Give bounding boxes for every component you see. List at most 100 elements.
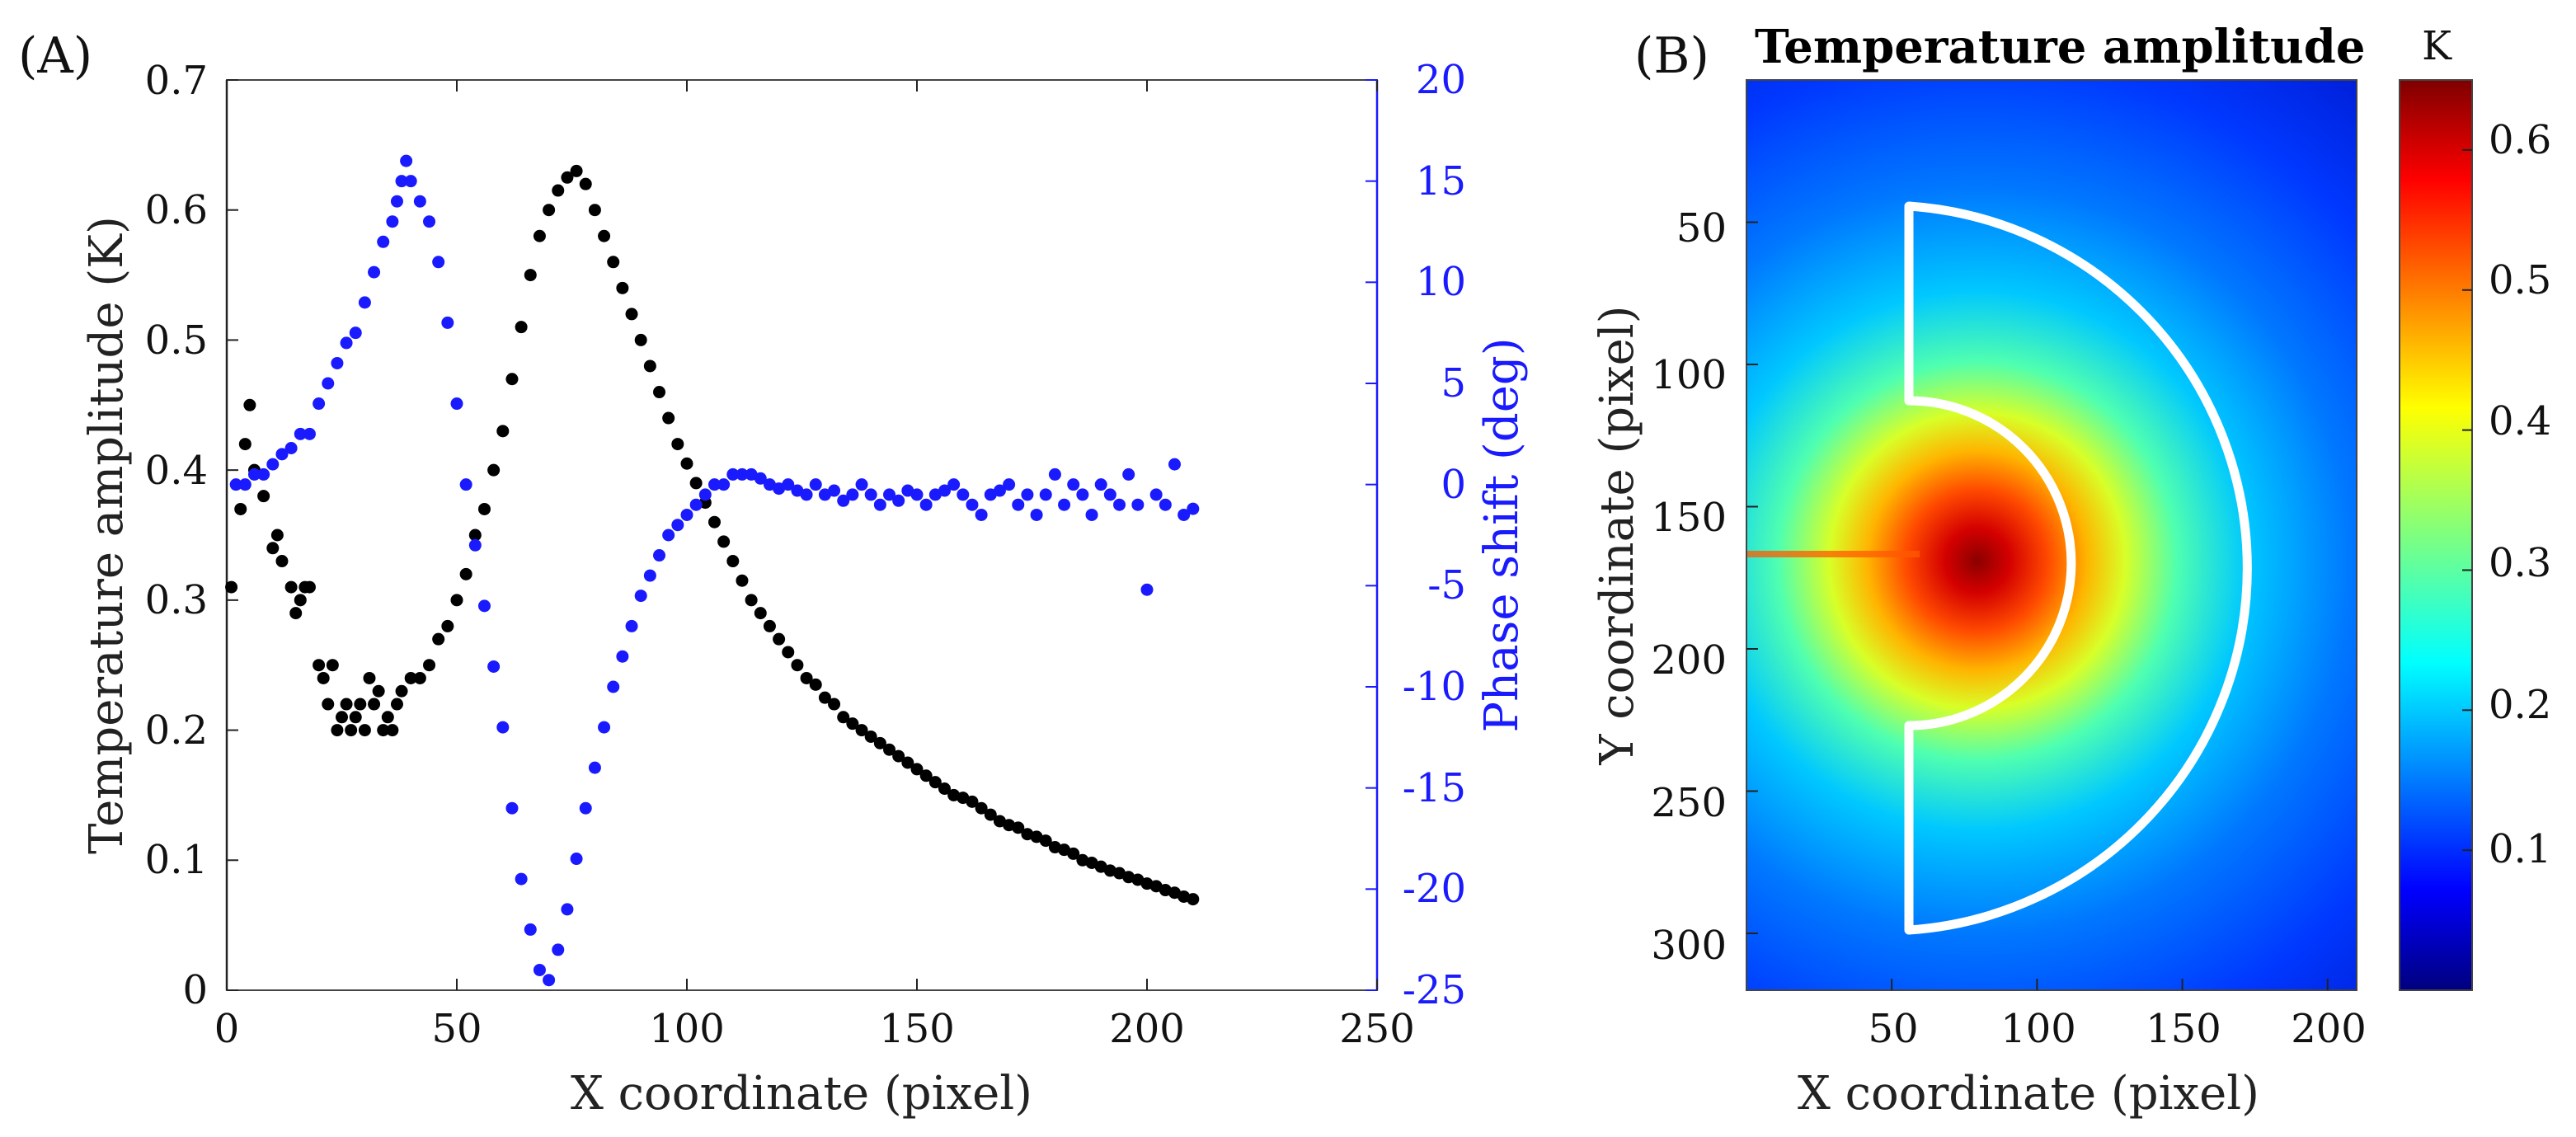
temperature-amplitude-series (225, 164, 1200, 906)
phase-point (846, 488, 859, 501)
temperature-point (966, 795, 979, 808)
temperature-point (533, 229, 546, 242)
temperature-point (643, 359, 656, 373)
phase-point (468, 538, 482, 552)
temperature-point (938, 782, 951, 796)
phase-point (331, 356, 344, 369)
panel-a-label: (A) (18, 27, 92, 85)
phase-point (957, 488, 970, 501)
temperature-point (257, 490, 270, 503)
phase-point (754, 472, 767, 485)
temperature-point (837, 711, 850, 724)
x-tick-label: 0 (214, 1006, 240, 1052)
temperature-point (432, 632, 445, 646)
phase-point (588, 761, 601, 774)
phase-point (1159, 498, 1172, 511)
phase-point (910, 488, 924, 501)
phase-point (1030, 508, 1043, 521)
panel-a-plot-frame (226, 79, 1378, 991)
temperature-point (754, 607, 767, 620)
phase-point (400, 154, 413, 167)
phase-point (947, 478, 961, 491)
x-tick-label: 50 (1868, 1006, 1918, 1052)
temperature-point (873, 736, 886, 749)
phase-point (1113, 498, 1126, 511)
temperature-point (975, 801, 988, 815)
temperature-point (289, 607, 303, 620)
temperature-point (745, 594, 758, 607)
phase-point (487, 660, 501, 673)
temperature-point (266, 542, 280, 555)
panel-a-left-y-axis-label: Temperature amplitude (K) (80, 216, 134, 854)
temperature-point (726, 555, 740, 568)
phase-point (616, 650, 629, 663)
phase-point (782, 478, 795, 491)
heatmap-frame (1746, 79, 2357, 991)
temperature-point (386, 724, 399, 737)
phase-point (680, 508, 693, 521)
phase-point (570, 853, 583, 866)
temperature-point (1187, 893, 1200, 906)
phase-point (993, 484, 1006, 497)
phase-point (1058, 498, 1071, 511)
temperature-point (928, 776, 942, 789)
temperature-point (450, 594, 463, 607)
phase-point (413, 195, 426, 208)
temperature-point (358, 724, 371, 737)
colorbar-tick-label: 0.2 (2489, 682, 2551, 728)
phase-point (653, 549, 666, 562)
temperature-point (1012, 821, 1025, 834)
phase-point (698, 488, 712, 501)
phase-point (1048, 467, 1061, 481)
temperature-point (680, 457, 693, 470)
phase-point (707, 478, 721, 491)
temperature-point (773, 632, 786, 646)
phase-point (477, 599, 491, 613)
temperature-point (322, 698, 335, 711)
temperature-point (1067, 847, 1080, 860)
right-y-tick-labels: -25 -20 -15 -10 -5 0 5 10 15 20 (1403, 57, 1466, 1013)
phase-point (294, 427, 307, 440)
temperature-point (238, 438, 251, 451)
right-y-tick-label: -10 (1403, 664, 1466, 710)
temperature-point (910, 763, 924, 776)
phase-point (1131, 498, 1145, 511)
phase-point (395, 175, 408, 188)
x-tick-label: 250 (1339, 1006, 1415, 1052)
x-tick-label: 200 (2291, 1006, 2367, 1052)
panel-a-x-axis-label: X coordinate (pixel) (571, 1067, 1032, 1121)
temperature-point (828, 698, 841, 711)
phase-point (1187, 502, 1200, 515)
right-y-tick-label: -20 (1403, 866, 1466, 912)
region-outline (1904, 201, 2252, 935)
phase-point (717, 478, 731, 491)
left-y-tick-label: 0.4 (145, 448, 208, 494)
temperature-point (413, 671, 426, 684)
temperature-point (404, 671, 417, 684)
temperature-point (381, 711, 394, 724)
phase-point (423, 215, 436, 228)
y-tick-label: 250 (1651, 780, 1727, 826)
phase-point (883, 488, 896, 501)
panel-b-y-axis-label: Y coordinate (pixel) (1591, 305, 1644, 765)
temperature-point (791, 659, 804, 672)
phase-point (736, 467, 749, 481)
phase-point (855, 478, 868, 491)
phase-point (1076, 488, 1089, 501)
panel-a-right-y-axis-label: Phase shift (deg) (1475, 337, 1529, 732)
colorbar-tick-label: 0.3 (2489, 540, 2551, 586)
right-y-tick-label: 15 (1416, 158, 1466, 204)
temperature-point (225, 580, 238, 594)
panel-b-title: Temperature amplitude (1755, 20, 2366, 74)
left-y-tick-label: 0.1 (145, 837, 208, 883)
phase-point (689, 498, 703, 511)
x-tick-label: 150 (879, 1006, 955, 1052)
panel-a-ticks (226, 79, 1378, 991)
phase-point (275, 448, 289, 461)
temperature-point (390, 698, 403, 711)
phase-point (1067, 478, 1080, 491)
temperature-point (368, 698, 381, 711)
temperature-point (736, 574, 749, 587)
temperature-point (846, 717, 859, 731)
phase-point (1122, 467, 1135, 481)
